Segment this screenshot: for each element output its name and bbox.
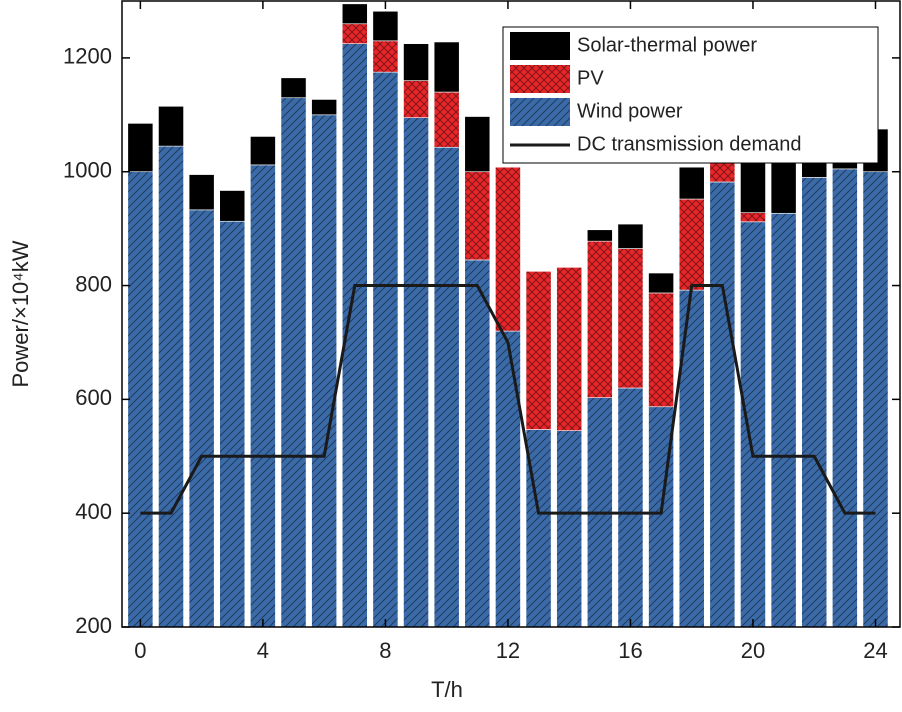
bar-segment	[495, 166, 521, 332]
x-tick-label: 16	[618, 638, 642, 663]
bar-segment	[158, 145, 184, 628]
bar-segment	[188, 174, 215, 211]
bar-segment	[127, 123, 154, 173]
bar-segment	[372, 10, 399, 42]
bar-segment	[341, 23, 368, 44]
bar-segment	[648, 406, 674, 628]
x-tick-label: 8	[379, 638, 391, 663]
bar-segment	[280, 97, 307, 628]
bar-segment	[250, 136, 276, 166]
bar-segment	[250, 164, 276, 628]
demand-line	[140, 284, 876, 515]
y-tick-label: 1200	[63, 44, 112, 69]
bar-segment	[464, 171, 491, 261]
bar-segment	[617, 387, 644, 628]
y-tick-label: 400	[75, 499, 112, 524]
bar-segment	[280, 77, 307, 99]
bar-segment	[158, 105, 184, 147]
bar-segment	[433, 91, 460, 148]
legend-swatch	[510, 65, 570, 93]
bar-segment	[678, 198, 705, 291]
bar-segment	[678, 166, 705, 200]
bar-segment	[495, 330, 521, 628]
bar-segment	[832, 168, 858, 628]
bar-segment	[188, 209, 215, 628]
bar-segment	[372, 71, 399, 628]
y-tick-label: 600	[75, 385, 112, 410]
bar-segment	[433, 41, 460, 93]
legend-label: Wind power	[577, 100, 683, 122]
bar-segment	[464, 116, 491, 173]
legend-label: DC transmission demand	[577, 133, 802, 155]
bar-segment	[311, 99, 338, 116]
bar-segment	[556, 430, 583, 628]
bar-segment	[403, 43, 429, 81]
bar-segment	[372, 40, 399, 73]
bar-segment	[617, 223, 644, 249]
bar-segment	[219, 220, 246, 628]
bar-segment	[586, 229, 613, 242]
bar-segment	[862, 171, 889, 628]
x-tick-label: 12	[496, 638, 520, 663]
y-tick-label: 1000	[63, 158, 112, 183]
y-tick-label: 800	[75, 271, 112, 296]
bar-segment	[341, 3, 368, 25]
bar-segment	[740, 212, 766, 223]
bar-segment	[648, 272, 674, 294]
x-axis-title: T/h	[431, 677, 463, 702]
x-tick-label: 20	[741, 638, 765, 663]
x-tick-label: 24	[863, 638, 887, 663]
bar-segment	[556, 267, 583, 431]
bar-segment	[617, 248, 644, 389]
plot-frame	[121, 0, 901, 628]
bar-segment	[709, 181, 736, 628]
bar-segment	[770, 212, 797, 628]
bar-segment	[433, 146, 460, 628]
bar-segment	[586, 240, 613, 398]
y-axis-title: Power/×10⁴kW	[8, 240, 33, 387]
y-tick-label: 200	[75, 613, 112, 638]
x-tick-label: 0	[134, 638, 146, 663]
bar-segment	[403, 80, 429, 118]
legend: Solar-thermal power PV Wind power DC transm…	[502, 26, 879, 164]
bar-segment	[219, 190, 246, 222]
x-tick-label: 4	[257, 638, 269, 663]
legend-swatch	[510, 32, 570, 60]
bar-segment	[311, 114, 338, 628]
legend-label: Solar-thermal power	[577, 34, 757, 56]
legend-swatch	[510, 98, 570, 126]
legend-label: PV	[577, 67, 604, 89]
plot-area	[127, 3, 889, 628]
bar-segment	[801, 177, 828, 628]
bar-segment	[740, 221, 766, 628]
bar-segment	[770, 161, 797, 214]
bar-segment	[403, 117, 429, 628]
bar-segment	[525, 271, 552, 430]
bar-segment	[740, 157, 766, 214]
bar-segment	[464, 259, 491, 628]
bar-segment	[127, 171, 154, 628]
bar-segment	[648, 292, 674, 408]
